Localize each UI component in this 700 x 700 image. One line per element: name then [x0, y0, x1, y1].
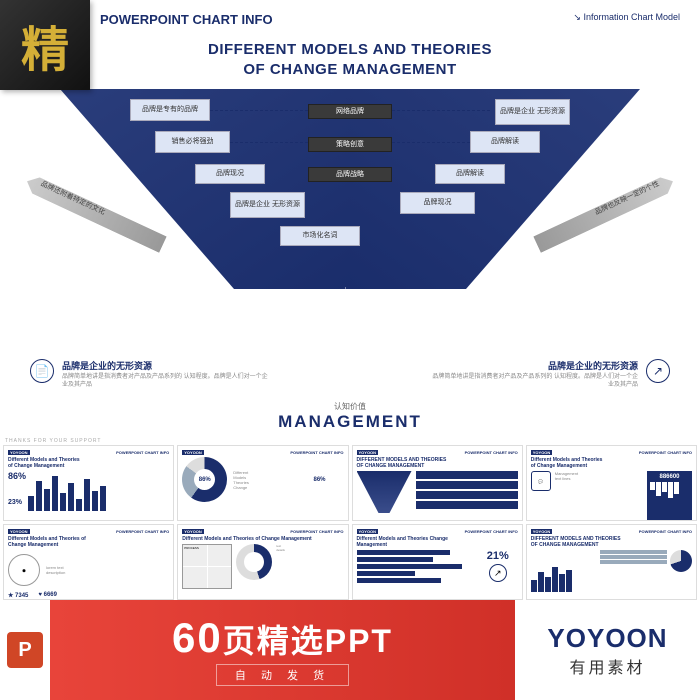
box-l3: 品牌现况 — [195, 164, 265, 184]
box-l1: 品牌是专有的品牌 — [130, 99, 210, 121]
quality-badge: 精 — [0, 0, 90, 90]
info-left-desc: 品牌简单地讲是指消费者对产品及产品系列的 认知程度。品牌是人们对一个企业及其产品 — [62, 374, 270, 390]
doc-icon: 📄 — [30, 359, 54, 383]
info-right-desc: 品牌简单地讲是指消费者对产品及产品系列的 认知程度。品牌是人们对一个企业及其产品 — [430, 374, 638, 390]
thumbnail-5[interactable]: YOYOONPOWERPOINT CHART INFO Different Mo… — [3, 524, 174, 600]
box-r1: 品牌是企业 无形资源 — [495, 99, 570, 125]
header-subtitle: ↘ Information Chart Model — [573, 12, 680, 27]
title-area: DIFFERENT MODELS AND THEORIES OF CHANGE … — [0, 35, 700, 89]
box-c1: 网络品牌 — [308, 104, 392, 119]
footer-headline: 60页精选PPT — [172, 614, 393, 662]
slide-header: POWERPOINT CHART INFO ↘ Information Char… — [0, 0, 700, 35]
info-right-title: 品牌是企业的无形资源 — [430, 359, 638, 372]
bottom-title: 认知价值 MANAGEMENT — [278, 401, 422, 432]
brand-sub: 有用素材 — [569, 654, 645, 678]
conn — [230, 142, 308, 143]
info-left: 📄 品牌是企业的无形资源 品牌简单地讲是指消费者对产品及产品系列的 认知程度。品… — [30, 359, 270, 390]
conn — [392, 142, 470, 143]
conn — [392, 110, 490, 111]
thanks-text: THANKS FOR YOUR SUPPORT — [5, 438, 101, 444]
box-l4: 品牌是企业 无形资源 — [230, 192, 305, 218]
box-l5: 市场化名词 — [280, 226, 360, 246]
main-title-l1: DIFFERENT MODELS AND THEORIES — [0, 40, 700, 60]
conn — [210, 110, 308, 111]
thumbnail-6[interactable]: YOYOONPOWERPOINT CHART INFO Different Mo… — [177, 524, 348, 600]
ppt-icon: P — [7, 632, 43, 668]
box-l2: 销售必将强劲 — [155, 131, 230, 153]
header-title: POWERPOINT CHART INFO — [100, 12, 273, 27]
thumbnail-8[interactable]: YOYOONPOWERPOINT CHART INFO DIFFERENT MO… — [526, 524, 697, 600]
main-title-l2: OF CHANGE MANAGEMENT — [0, 60, 700, 80]
info-row: 📄 品牌是企业的无形资源 品牌简单地讲是指消费者对产品及产品系列的 认知程度。品… — [0, 359, 700, 390]
footer-sub: 自 动 发 货 — [216, 664, 349, 686]
plan-label: ↓计划 — [343, 284, 357, 304]
thumbnail-3[interactable]: YOYOONPOWERPOINT CHART INFO DIFFERENT MO… — [352, 445, 523, 521]
info-left-title: 品牌是企业的无形资源 — [62, 359, 270, 372]
main-slide: POWERPOINT CHART INFO ↘ Information Char… — [0, 0, 700, 440]
thumbnail-grid: YOYOONPOWERPOINT CHART INFO Different Mo… — [0, 445, 700, 600]
arrow-icon: ↗ — [646, 359, 670, 383]
v-diagram: 品牌还附着特定的文化 品牌也反映一定的个性 品牌是专有的品牌 销售必将强劲 品牌… — [0, 89, 700, 329]
bottom-main: MANAGEMENT — [278, 412, 422, 432]
bottom-sub: 认知价值 — [278, 401, 422, 412]
box-r3: 品牌解读 — [435, 164, 505, 184]
box-r4: 品牌现况 — [400, 192, 475, 214]
brand-name: YOYOON — [547, 623, 667, 654]
thumbnail-7[interactable]: YOYOONPOWERPOINT CHART INFO Different Mo… — [352, 524, 523, 600]
box-c3: 品牌战略 — [308, 167, 392, 182]
thumbnail-4[interactable]: YOYOONPOWERPOINT CHART INFO Different Mo… — [526, 445, 697, 521]
footer-icon-area: P — [0, 600, 50, 700]
thumbnail-1[interactable]: YOYOONPOWERPOINT CHART INFO Different Mo… — [3, 445, 174, 521]
box-c2: 策略创意 — [308, 137, 392, 152]
info-right: 品牌是企业的无形资源 品牌简单地讲是指消费者对产品及产品系列的 认知程度。品牌是… — [430, 359, 670, 390]
footer-brand: YOYOON 有用素材 — [515, 600, 700, 700]
box-r2: 品牌解读 — [470, 131, 540, 153]
footer-main: 60页精选PPT 自 动 发 货 — [50, 600, 515, 700]
footer: P 60页精选PPT 自 动 发 货 YOYOON 有用素材 — [0, 600, 700, 700]
thumbnail-2[interactable]: YOYOONPOWERPOINT CHART INFO 86% Differen… — [177, 445, 348, 521]
